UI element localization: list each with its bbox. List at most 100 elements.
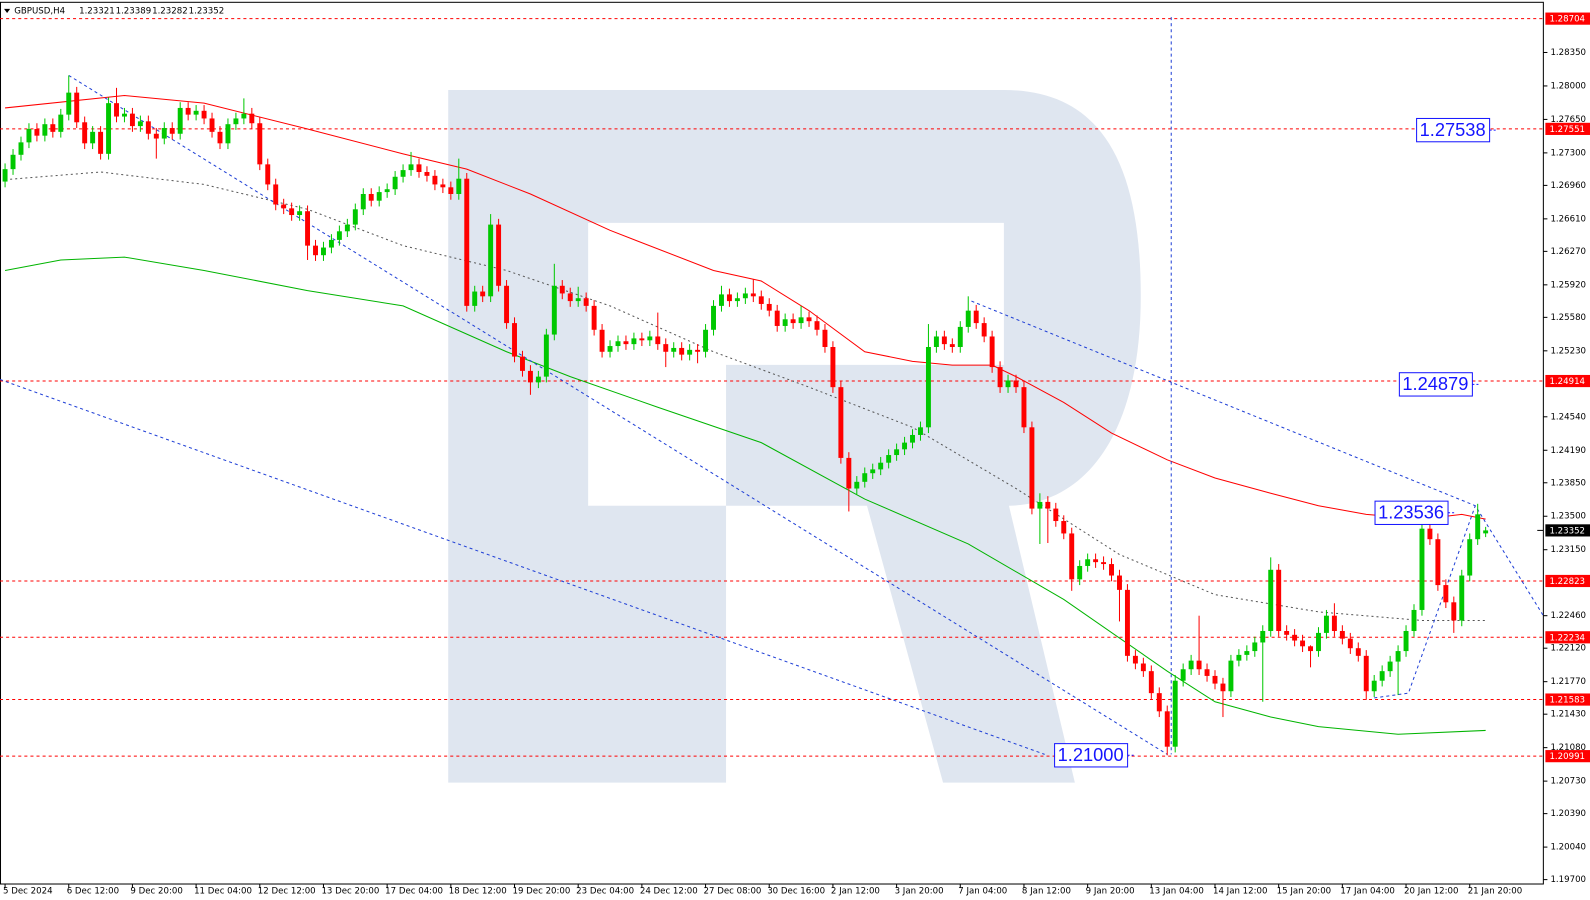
candle-body — [1355, 648, 1361, 656]
y-tick-label: 1.26610 — [1550, 214, 1586, 224]
candle-body — [1021, 387, 1027, 428]
candle-body — [878, 462, 884, 470]
candle-body — [591, 305, 597, 330]
candle-body — [145, 121, 151, 134]
candle-body — [1148, 671, 1154, 694]
x-tick-label: 2 Jan 12:00 — [831, 887, 880, 897]
x-tick-label: 8 Jan 12:00 — [1022, 887, 1071, 897]
candle-body — [1212, 675, 1218, 684]
level-label: 1.27551 — [1549, 125, 1585, 135]
candle-body — [854, 481, 860, 489]
candle-body — [1252, 642, 1258, 652]
candle-body — [1196, 660, 1202, 670]
candle-body — [1117, 575, 1122, 590]
candle-body — [209, 118, 215, 132]
candle-body — [846, 457, 852, 489]
candle-body — [34, 128, 40, 136]
level-label: 1.20991 — [1549, 752, 1585, 762]
candle-body — [504, 285, 510, 324]
candle-body — [527, 370, 533, 383]
candle-body — [1228, 660, 1234, 692]
candle-body — [782, 319, 788, 326]
candle-body — [671, 347, 677, 352]
candle-body — [193, 110, 199, 115]
candle-body — [1316, 632, 1321, 652]
y-tick-label: 1.26960 — [1550, 181, 1586, 191]
candle-body — [870, 469, 876, 474]
candle-body — [647, 336, 653, 341]
candle-body — [1300, 640, 1306, 647]
x-tick-label: 23 Dec 04:00 — [576, 887, 634, 897]
candle-body — [1045, 501, 1051, 509]
candle-body — [965, 310, 971, 327]
candle-body — [217, 131, 223, 144]
candle-body — [583, 298, 589, 306]
y-tick-label: 1.22460 — [1550, 611, 1586, 621]
candle-body — [734, 298, 740, 302]
x-tick-label: 5 Dec 2024 — [3, 887, 53, 897]
y-tick-label: 1.22120 — [1550, 644, 1586, 654]
candle-body — [360, 193, 366, 210]
candle-body — [989, 336, 995, 368]
candle-body — [726, 294, 732, 302]
x-tick-label: 11 Dec 04:00 — [194, 887, 252, 897]
annotation-label: 1.24879 — [1402, 373, 1468, 394]
current-price-label: 1.23352 — [1549, 526, 1585, 536]
y-tick-label: 1.25230 — [1550, 346, 1586, 356]
y-tick-label: 1.23850 — [1550, 478, 1586, 488]
candle-body — [488, 224, 494, 297]
y-tick-label: 1.20390 — [1550, 809, 1586, 819]
candle-body — [790, 319, 796, 324]
candle-body — [623, 341, 629, 345]
watermark-letter — [448, 90, 1141, 783]
candle-body — [1363, 655, 1369, 692]
candle-body — [1339, 630, 1345, 639]
candle-body — [1427, 528, 1433, 540]
candle-body — [1387, 661, 1393, 672]
y-tick-label: 1.28000 — [1550, 81, 1586, 91]
candle-body — [862, 473, 868, 482]
candle-body — [1347, 638, 1353, 649]
candle-body — [1284, 630, 1290, 635]
candle-body — [1140, 663, 1146, 672]
candle-body — [599, 329, 605, 352]
candle-body — [679, 347, 685, 355]
candle-body — [480, 291, 486, 297]
header-arrow — [4, 8, 11, 13]
candle-body — [567, 293, 573, 302]
candle-body — [838, 387, 844, 458]
candle-body — [1101, 562, 1107, 565]
level-label: 1.24914 — [1549, 377, 1585, 387]
candle-body — [687, 349, 693, 355]
candle-body — [1331, 615, 1337, 631]
header-low: 1.23282 — [152, 6, 188, 16]
candle-body — [169, 128, 175, 134]
y-tick-label: 1.24190 — [1550, 446, 1586, 456]
y-tick-label: 1.21770 — [1550, 677, 1586, 687]
y-tick-label: 1.25580 — [1550, 313, 1586, 323]
candle-body — [512, 323, 517, 357]
candle-body — [535, 376, 541, 383]
candle-body — [1061, 521, 1067, 534]
x-tick-label: 6 Dec 12:00 — [67, 887, 119, 897]
candle-body — [496, 224, 502, 286]
x-tick-label: 17 Jan 04:00 — [1340, 887, 1395, 897]
candle-body — [392, 176, 398, 190]
candle-body — [122, 113, 127, 117]
candle-body — [82, 122, 88, 144]
line-series — [5, 94, 1486, 520]
candle-body — [711, 305, 716, 330]
candle-body — [1308, 646, 1313, 652]
candle-body — [129, 113, 135, 127]
candle-body — [1013, 380, 1019, 388]
candle-body — [1053, 508, 1059, 522]
candle-body — [1164, 711, 1170, 747]
level-label: 1.28704 — [1549, 15, 1585, 25]
candle-body — [1188, 660, 1194, 670]
level-label: 1.21583 — [1549, 696, 1585, 706]
candle-body — [925, 346, 931, 428]
candle-body — [1244, 651, 1250, 655]
candle-body — [18, 142, 24, 155]
candle-body — [1220, 683, 1226, 692]
annotation-label: 1.21000 — [1058, 744, 1124, 765]
